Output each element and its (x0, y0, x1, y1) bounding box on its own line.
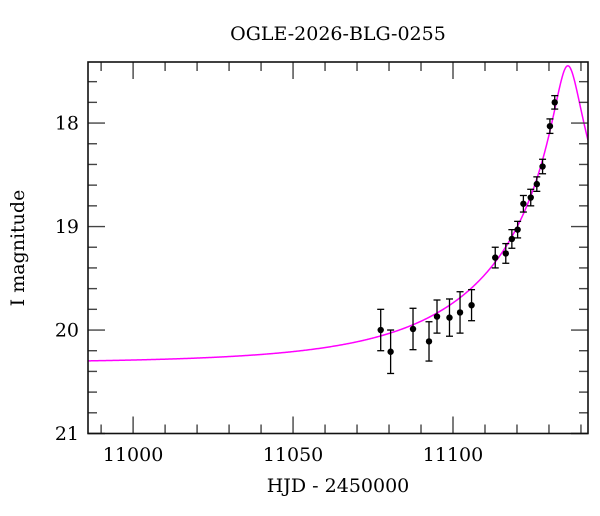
x-tick-label: 11000 (103, 444, 163, 466)
data-point (446, 314, 453, 321)
y-tick-label: 20 (55, 320, 79, 342)
photometry-points-layer (377, 94, 559, 375)
data-point (527, 194, 534, 201)
data-point (546, 122, 554, 130)
model-curve (88, 64, 588, 362)
data-point (514, 226, 521, 233)
tick-labels-layer: 11000 11050 11100 18 19 20 21 (55, 113, 483, 466)
data-point (456, 309, 464, 316)
data-point (502, 250, 509, 257)
plot-frame (87, 61, 589, 435)
data-point (425, 338, 433, 345)
data-point (551, 99, 558, 106)
chart-title: OGLE-2026-BLG-0255 (230, 23, 446, 45)
x-tick-label: 11050 (263, 444, 323, 466)
data-point (539, 163, 546, 170)
axis-ticks-layer (88, 62, 588, 435)
y-axis-label: I magnitude (7, 190, 29, 307)
model-curve-layer (88, 64, 588, 362)
data-point (508, 235, 516, 243)
y-tick-label: 19 (55, 216, 79, 238)
y-tick-label: 18 (55, 113, 79, 135)
y-tick-label: 21 (55, 423, 79, 445)
data-point (433, 313, 441, 320)
data-point (533, 180, 541, 188)
data-point (377, 326, 384, 334)
data-point (409, 325, 417, 333)
data-point (468, 301, 475, 309)
x-tick-label: 11100 (423, 444, 483, 466)
data-point (492, 254, 499, 261)
x-axis-label: HJD - 2450000 (267, 475, 410, 497)
data-point (520, 200, 527, 207)
data-point (387, 348, 394, 355)
